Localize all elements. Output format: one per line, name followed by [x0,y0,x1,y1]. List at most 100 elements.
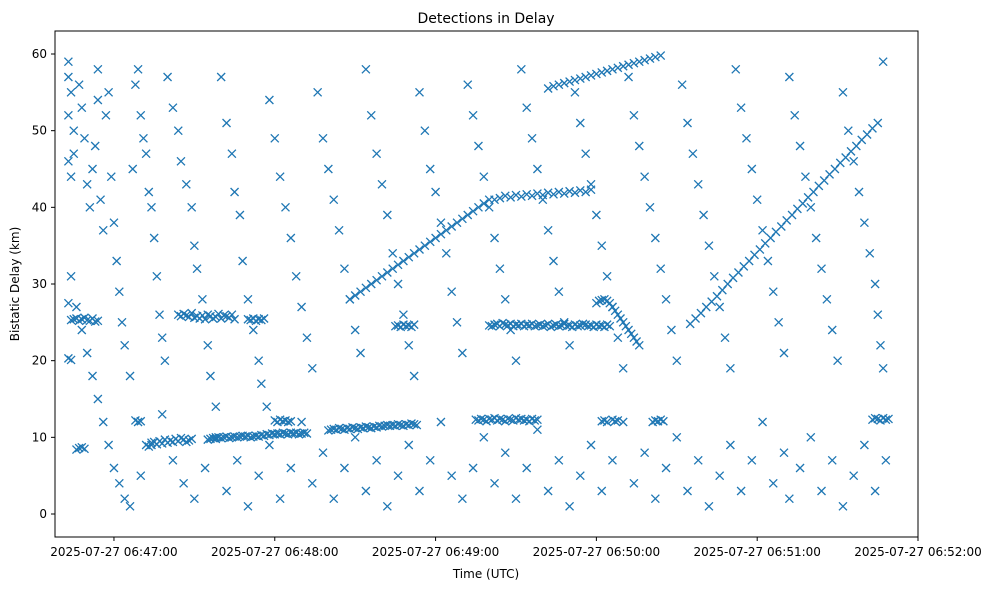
data-point [222,486,231,496]
data-point [865,248,875,258]
data-point [452,218,462,228]
data-point [474,202,483,212]
markers-layer [63,51,893,511]
data-point [624,72,634,82]
data-point [286,233,296,243]
data-point [286,463,296,473]
data-point [238,256,248,266]
data-point [870,486,880,496]
x-tick-label: 2025-07-27 06:50:00 [533,545,660,559]
data-point [93,64,103,74]
data-point [246,432,256,442]
data-point [366,110,376,120]
data-point [693,455,703,465]
data-point [382,268,392,277]
data-point [570,87,580,97]
data-point [93,394,103,404]
data-point [554,287,564,297]
data-point [179,478,189,488]
data-point [415,87,424,97]
data-point [262,402,272,412]
data-point [63,298,73,308]
data-point [570,75,580,85]
data-point [264,440,274,450]
data-point [790,110,800,120]
data-point [704,501,714,511]
data-point [602,66,612,76]
data-point [661,463,671,473]
data-point [843,126,853,136]
data-point [811,233,821,243]
data-point [176,433,186,443]
data-point [388,248,398,258]
data-point [155,310,164,320]
data-point [447,222,457,231]
data-point [63,72,73,82]
data-point [613,310,623,320]
data-point [591,210,601,220]
data-point [224,433,234,443]
data-point [329,195,339,205]
data-point [586,71,596,80]
data-point [203,310,213,320]
data-point [361,64,371,74]
data-point [377,271,387,281]
data-point [187,308,197,318]
data-point [878,57,888,67]
data-point [720,333,730,343]
data-point [63,57,73,67]
data-point [350,291,360,300]
data-point [640,55,650,65]
data-point [758,417,768,427]
data-point [559,78,569,88]
data-point [243,294,253,304]
data-point [138,133,148,143]
data-point [147,438,156,448]
data-point [500,294,510,304]
data-point [532,164,542,174]
data-point [184,435,194,445]
data-point [176,156,186,166]
data-point [66,271,76,281]
data-point [291,271,301,281]
data-point [323,164,333,174]
data-point [114,478,124,488]
data-point [227,149,237,159]
data-point [77,103,87,113]
data-point [270,133,280,143]
data-point [144,187,154,197]
data-point [120,340,130,350]
data-point [74,316,84,326]
data-point [688,149,698,159]
data-point [63,110,73,120]
data-point [613,333,623,343]
data-point [463,80,473,90]
data-point [565,501,575,511]
data-point [425,164,435,174]
data-point [457,494,467,504]
data-point [431,233,441,243]
data-point [125,371,135,381]
data-point [554,455,564,465]
data-point [479,172,489,182]
data-point [101,110,111,120]
data-point [361,422,371,432]
data-point [205,371,215,381]
data-point [441,225,451,235]
data-point [715,302,725,312]
data-point [784,72,794,82]
data-point [77,442,87,452]
data-point [149,233,159,243]
data-point [441,248,451,258]
data-point [216,72,226,82]
data-point [599,294,609,304]
data-point [629,110,639,120]
data-point [98,417,108,427]
chart-title: Detections in Delay [417,11,554,27]
data-point [377,179,387,189]
data-point [468,206,478,216]
data-point [838,501,848,511]
data-point [500,448,510,458]
data-point [554,321,564,331]
data-point [570,188,580,198]
